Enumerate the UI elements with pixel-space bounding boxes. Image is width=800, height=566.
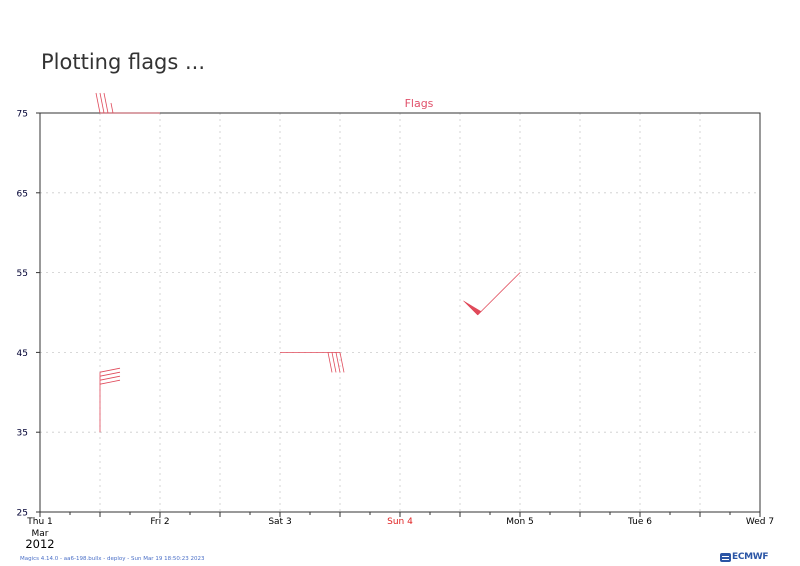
y-tick-label: 75 [17,110,28,120]
x-axis-month-label: Mar [32,529,49,539]
ecmwf-logo-text: ECMWF [732,552,769,562]
wind-flag [95,92,160,114]
x-tick-label: Wed 7 [746,517,774,527]
x-tick-label: Thu 1 [26,517,53,527]
y-tick-label: 65 [17,189,28,199]
y-tick-label: 35 [17,429,28,439]
wind-flag [99,367,121,433]
footer-credit: Magics 4.14.0 - aa6-198.bullx - deploy -… [20,556,205,562]
ecmwf-logo-icon [720,552,731,562]
grid-lines [40,113,760,512]
page-title: Plotting flags ... [41,50,206,74]
x-tick-label: Tue 6 [627,517,652,527]
y-tick-label: 55 [17,269,28,279]
x-axis-year-label: 2012 [25,537,54,551]
ecmwf-logo: ECMWF [720,551,769,563]
flags-layer [95,92,521,433]
x-axis: Thu 1 Fri 2 Sat 3 Sun 4 Mon 5 Tue 6 Wed 7 [26,512,774,527]
y-tick-label: 45 [17,349,28,359]
x-tick-label: Fri 2 [150,517,169,527]
y-axis: 25 35 45 55 65 75 [17,110,40,519]
y-tick-label: 25 [17,509,28,519]
wind-flag [463,272,521,316]
x-tick-label: Sun 4 [387,517,413,527]
chart-title: Flags [405,97,434,110]
wind-flag [280,351,345,373]
x-tick-label: Sat 3 [268,517,291,527]
x-tick-label: Mon 5 [506,517,534,527]
